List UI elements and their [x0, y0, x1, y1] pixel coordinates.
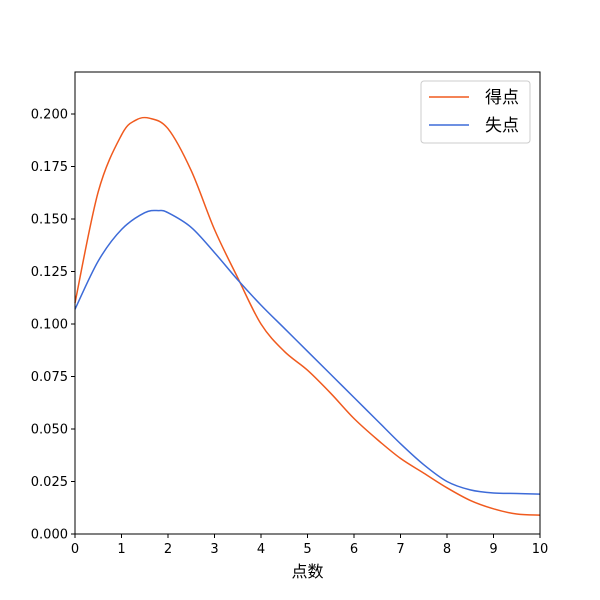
x-tick-label: 6 [350, 542, 358, 557]
x-tick-label: 0 [71, 542, 79, 557]
series-line-2 [74, 209, 541, 495]
y-tick-label: 0.200 [31, 108, 68, 123]
x-tick-label: 1 [117, 542, 125, 557]
y-tick-label: 0.100 [31, 318, 68, 333]
series-line-1 [74, 116, 541, 516]
y-tick-label: 0.150 [31, 213, 68, 228]
y-tick-label: 0.025 [31, 475, 68, 490]
legend-label-1: 得点 [485, 88, 519, 108]
x-tick-label: 4 [257, 542, 265, 557]
y-tick-label: 0.125 [31, 265, 68, 280]
x-tick-label: 8 [443, 542, 451, 557]
y-tick-label: 0.075 [31, 370, 68, 385]
y-tick-label: 0.050 [31, 423, 68, 438]
y-axis: 0.000 0.025 0.050 0.075 0.100 0.125 0.150 0.175… [31, 108, 75, 543]
x-tick-label: 3 [210, 542, 218, 557]
x-tick-label: 10 [532, 542, 549, 557]
x-axis: 0 1 2 3 4 5 6 7 8 9 10 [71, 534, 548, 557]
y-tick-label: 0.175 [31, 160, 68, 175]
x-tick-label: 7 [396, 542, 404, 557]
x-axis-label: 点数 [291, 562, 323, 581]
x-tick-label: 9 [489, 542, 497, 557]
y-tick-label: 0.000 [31, 528, 68, 543]
x-tick-label: 5 [303, 542, 311, 557]
legend-label-2: 失点 [485, 116, 519, 136]
series-layer [74, 116, 541, 516]
x-tick-label: 2 [164, 542, 172, 557]
